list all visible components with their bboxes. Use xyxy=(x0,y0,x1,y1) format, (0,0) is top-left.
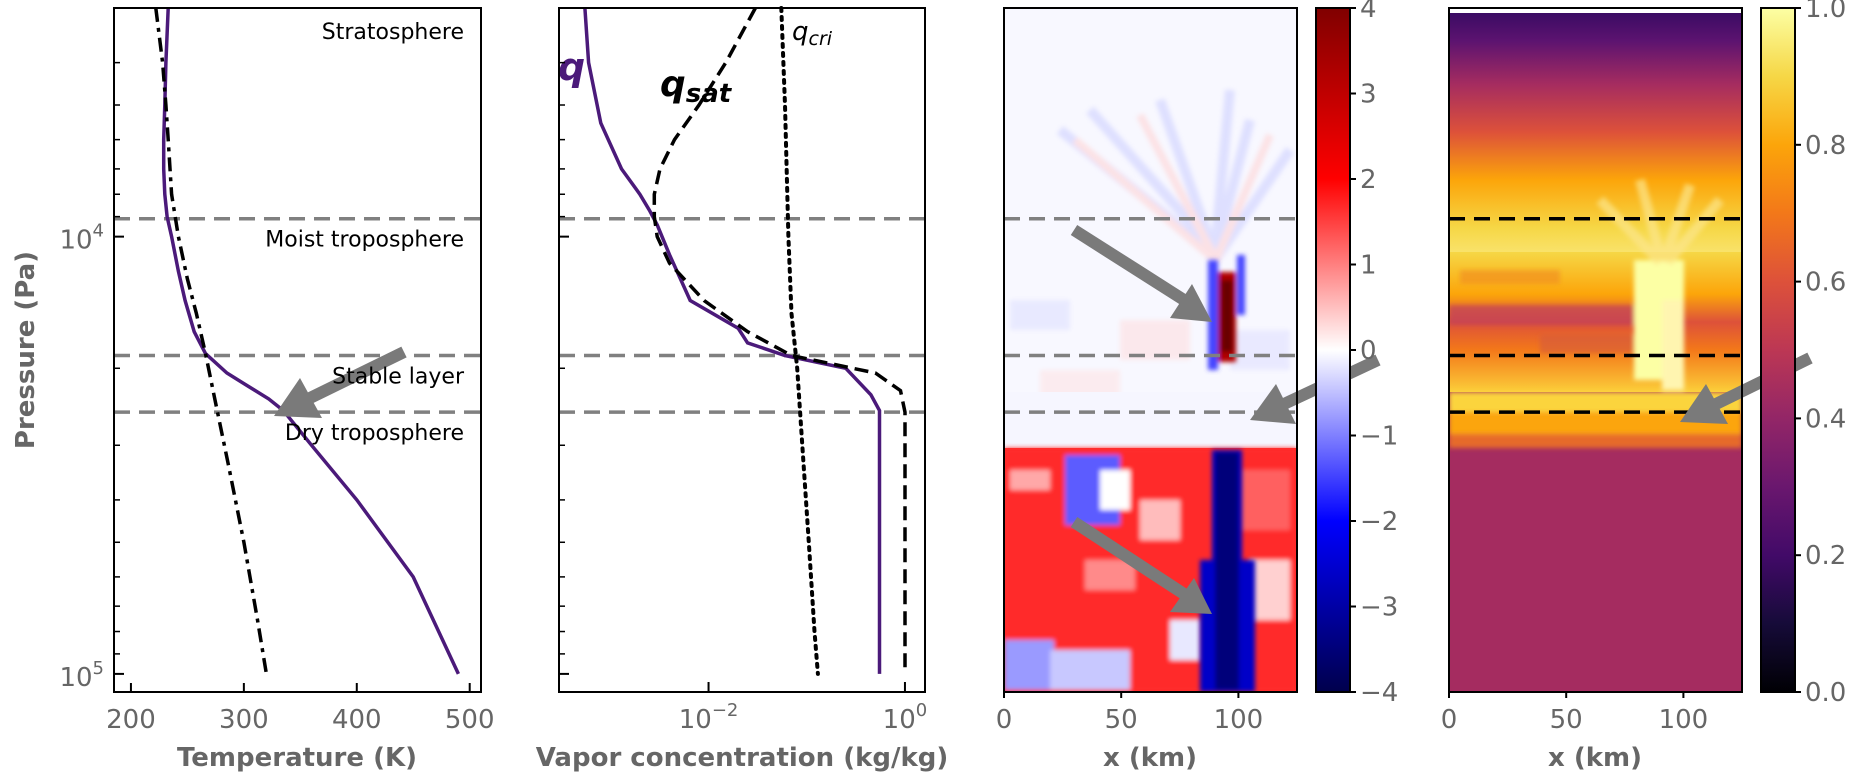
stable-layer-arrow xyxy=(274,346,407,418)
x-tick-label: 100 xyxy=(1659,705,1709,735)
layer-lines xyxy=(559,216,925,414)
x-tick-label: 100 xyxy=(1214,705,1264,735)
x-tick-label: 200 xyxy=(106,705,156,735)
colorbar-tick-label: 0 xyxy=(1360,336,1377,366)
plot-frame xyxy=(1448,7,1743,693)
axis-ticks: 10−2 100 xyxy=(559,7,928,735)
colorbar-tick-label: −3 xyxy=(1360,593,1398,623)
colorbar-tick-label: −1 xyxy=(1360,422,1398,452)
axis-ticks: 0 50 100 xyxy=(996,692,1263,735)
colorbar-tick-label: 0.0 xyxy=(1805,678,1846,708)
colorbar-tick-label: 1 xyxy=(1360,251,1377,281)
colorbar-tick-label: 0.2 xyxy=(1805,541,1846,571)
x-axis-title: Temperature (K) xyxy=(177,743,417,772)
reference-profile-line xyxy=(154,7,269,675)
upper-arrow xyxy=(1070,224,1212,322)
y-tick-label: 104 xyxy=(59,221,104,256)
temperature-profile-line xyxy=(161,7,460,675)
x-tick-label: 50 xyxy=(1105,705,1138,735)
x-tick-label: 0 xyxy=(1441,705,1458,735)
qcri-series-label: qcri xyxy=(792,17,833,50)
layer-labels: Moist troposphere Stable layer Dry troposp… xyxy=(265,228,465,447)
heatmap-field xyxy=(1449,8,1742,692)
qsat-series-label: qsat xyxy=(660,64,733,109)
colorbar-ticks: 1.0 0.8 0.6 0.4 0.2 0.0 xyxy=(1795,0,1846,708)
plot-frame xyxy=(113,7,482,693)
lower-arrow xyxy=(1070,516,1212,614)
colorbar-tick-label: −4 xyxy=(1360,678,1398,708)
layer-label: Moist troposphere xyxy=(265,228,464,253)
x-tick-label: 50 xyxy=(1550,705,1583,735)
heatmap-field xyxy=(1004,8,1297,692)
colorbar-tick-label: 4 xyxy=(1360,0,1377,24)
x-tick-label: 400 xyxy=(332,705,382,735)
colorbar-tick-label: 2 xyxy=(1360,165,1377,195)
x-axis-title: x (km) xyxy=(1103,743,1197,772)
colorbar-tick-label: −2 xyxy=(1360,507,1398,537)
plot-frame xyxy=(558,7,926,693)
inferno-colorbar xyxy=(1760,7,1796,693)
stratosphere-label: Stratosphere xyxy=(322,20,464,45)
layer-label: Dry troposphere xyxy=(285,421,464,446)
colorbar-tick-label: 0.4 xyxy=(1805,404,1846,434)
colorbar-tick-label: 0.6 xyxy=(1805,268,1846,298)
colorbar-tick-label: 1.0 xyxy=(1805,0,1846,24)
x-axis-title: x (km) xyxy=(1548,743,1642,772)
y-tick-label: 105 xyxy=(59,658,104,693)
q-series-label: q xyxy=(558,45,585,89)
axis-ticks: 0 50 100 xyxy=(1441,692,1708,735)
colorbar-ticks: 4 3 2 1 0 −1 −2 −3 −4 xyxy=(1350,0,1398,708)
plot-frame xyxy=(1003,7,1298,693)
colorbar-tick-label: 0.8 xyxy=(1805,131,1846,161)
x-axis-title: Vapor concentration (kg/kg) xyxy=(536,743,949,772)
temperature-panel: Stratosphere Moist troposphere Stable lay… xyxy=(11,7,495,772)
layer-label: Stable layer xyxy=(332,365,465,390)
q_cri-series-line xyxy=(779,6,820,676)
q-series-line xyxy=(583,7,882,674)
x-tick-label: 100 xyxy=(883,700,928,735)
x-tick-label: 0 xyxy=(996,705,1013,735)
x-tick-label: 300 xyxy=(219,705,269,735)
vapor-panel: q qsat qcri 10−2 100 Vapor concentration … xyxy=(536,6,949,772)
perturbation-heatmap-panel: 0 50 100 x (km) 4 3 2 1 0 −1 −2 −3 −4 xyxy=(996,0,1399,772)
x-tick-label: 10−2 xyxy=(679,700,739,735)
axis-ticks: 200 300 400 500 104 105 xyxy=(59,7,495,735)
x-tick-label: 500 xyxy=(445,705,495,735)
qsat-series-line xyxy=(652,7,907,674)
y-axis-title: Pressure (Pa) xyxy=(11,251,41,449)
colorbar-tick-label: 3 xyxy=(1360,80,1377,110)
seismic-colorbar xyxy=(1315,7,1351,693)
fraction-heatmap-panel: 0 50 100 x (km) 1.0 0.8 0.6 0.4 0.2 0.0 xyxy=(1441,0,1847,772)
temperature-series xyxy=(154,7,460,675)
vapor-series xyxy=(583,6,907,676)
